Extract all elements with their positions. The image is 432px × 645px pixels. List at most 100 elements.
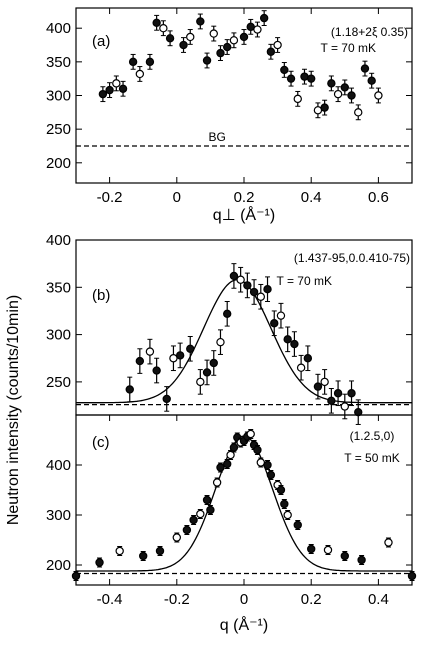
data-point: [280, 499, 289, 509]
data-point: [347, 91, 356, 100]
data-point: [276, 311, 286, 320]
data-point: [384, 538, 393, 547]
data-point: [138, 551, 148, 561]
data-point: [246, 22, 255, 32]
y-tick-label: 400: [46, 20, 71, 37]
data-point: [354, 108, 363, 117]
data-point: [293, 520, 302, 530]
data-point: [216, 337, 225, 347]
data-point: [367, 76, 376, 85]
data-point: [327, 396, 336, 406]
fit-curve: [76, 279, 412, 404]
data-point: [246, 429, 255, 439]
data-point: [162, 394, 171, 404]
data-point: [259, 13, 269, 23]
data-point: [196, 509, 205, 519]
data-point: [266, 47, 276, 56]
y-axis-label: Neutron intensity (counts/10min): [5, 295, 22, 525]
data-point: [209, 29, 218, 38]
data-point: [206, 505, 215, 515]
y-tick-label: 350: [46, 279, 71, 296]
condition-annotation: (1.2.5,0): [350, 429, 395, 443]
data-point: [340, 83, 349, 92]
data-point: [135, 356, 145, 366]
data-point: [202, 56, 212, 65]
panel-label: (a): [92, 33, 110, 50]
x-tick-label: 0.6: [368, 189, 389, 206]
panel-b: 250 300 350 400 (b) (1.437-95,0.0.410-75) T = …: [46, 232, 413, 425]
x-tick-label: -0.2: [164, 591, 190, 608]
y-tick-label: 200: [46, 557, 71, 574]
data-point: [172, 533, 181, 542]
data-point: [263, 460, 272, 470]
data-point: [340, 402, 349, 411]
data-point: [333, 89, 343, 99]
data-point: [95, 558, 104, 567]
data-point: [115, 546, 124, 556]
data-point: [125, 385, 134, 394]
data-point: [360, 64, 370, 73]
data-point: [229, 271, 239, 281]
data-point: [313, 106, 323, 115]
data-point: [71, 571, 81, 581]
data-point: [155, 546, 165, 556]
temperature-annotation: T = 50 mK: [344, 451, 399, 465]
data-point: [196, 377, 205, 387]
data-point: [112, 79, 121, 88]
data-point: [226, 450, 235, 460]
data-point: [253, 25, 262, 34]
data-point: [333, 389, 343, 398]
data-point: [290, 339, 299, 349]
x-tick-label: 0.4: [301, 189, 322, 206]
data-point: [340, 551, 349, 561]
data-point: [307, 74, 316, 83]
data-point: [256, 292, 265, 301]
data-point: [179, 40, 188, 50]
y-tick-label: 250: [46, 121, 71, 138]
data-point: [270, 319, 279, 328]
data-point: [243, 281, 252, 290]
data-point: [128, 57, 138, 67]
data-point: [276, 485, 286, 495]
data-point: [196, 17, 205, 26]
data-point: [202, 368, 212, 377]
data-point: [266, 470, 276, 480]
bg-label: BG: [208, 130, 225, 144]
x-tick-label: 0.2: [301, 591, 322, 608]
x-axis-label: q⊥ (Å⁻¹): [213, 205, 275, 224]
data-point: [263, 284, 272, 294]
data-point: [135, 69, 145, 79]
y-tick-label: 300: [46, 327, 71, 344]
data-point: [323, 545, 333, 555]
condition-annotation: (1.18+2ξ 0.35): [331, 25, 408, 39]
data-point: [159, 23, 168, 33]
data-point: [202, 495, 212, 505]
y-tick-label: 300: [46, 88, 71, 105]
data-point: [293, 94, 302, 104]
data-point: [320, 103, 329, 112]
x-tick-label: -0.2: [97, 189, 123, 206]
y-tick-label: 300: [46, 507, 71, 524]
data-point: [249, 287, 259, 297]
data-point: [98, 89, 108, 99]
data-point: [145, 347, 155, 356]
x-tick-label: 0: [240, 591, 248, 608]
y-tick-label: 400: [46, 232, 71, 249]
y-tick-label: 350: [46, 54, 71, 71]
data-point: [165, 34, 175, 43]
data-point: [286, 74, 296, 83]
data-point: [222, 459, 232, 469]
y-tick-label: 200: [46, 155, 71, 172]
data-point: [189, 515, 198, 525]
panel-c: 200 300 400 -0.4 -0.2 0 0.2 0.4 (c) (1.2.5,0) T = …: [46, 414, 417, 634]
data-point: [354, 407, 363, 417]
data-point: [152, 18, 161, 28]
data-point: [182, 525, 192, 535]
data-point: [105, 85, 114, 95]
data-point: [296, 363, 306, 372]
temperature-annotation: T = 70 mK: [277, 274, 332, 288]
data-point: [229, 443, 239, 452]
temperature-annotation: T = 70 mK: [321, 41, 376, 55]
data-point: [307, 544, 316, 554]
